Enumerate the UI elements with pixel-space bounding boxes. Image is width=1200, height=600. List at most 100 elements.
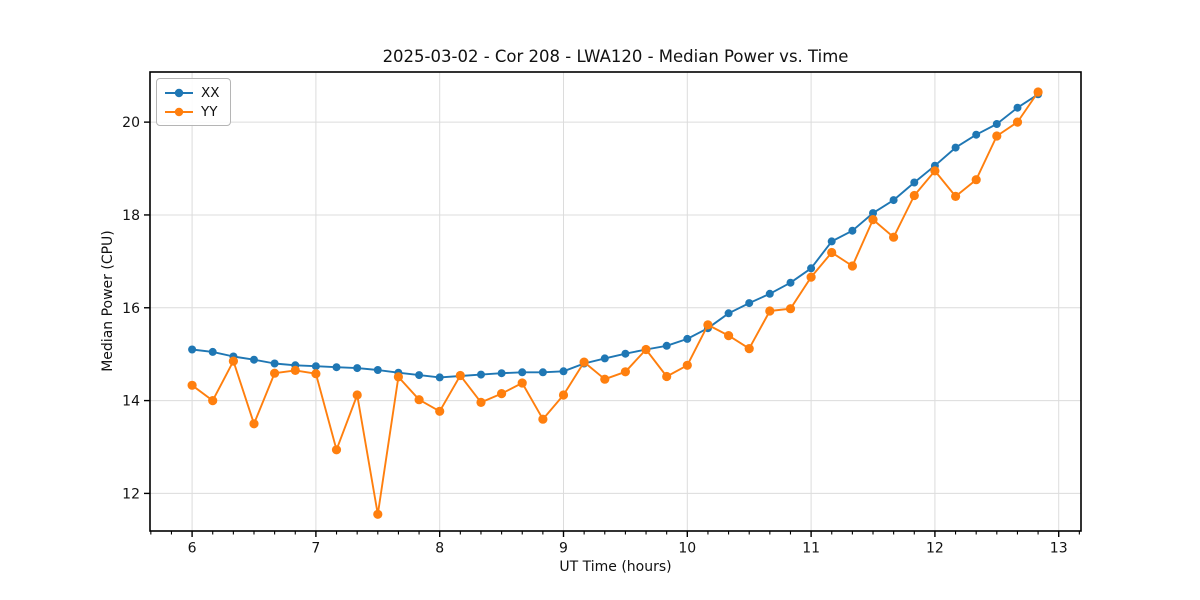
series-xx-marker (992, 120, 1001, 128)
series-yy-marker (930, 166, 940, 176)
legend-item-xx: XX (164, 83, 220, 102)
series-xx-marker (724, 309, 733, 318)
series-yy-marker (497, 389, 507, 399)
legend: XX YY (156, 78, 231, 126)
series-xx-marker (765, 289, 774, 298)
legend-label-yy: YY (201, 103, 218, 120)
x-tick-label: 6 (188, 541, 197, 557)
series-yy-marker (579, 357, 589, 367)
series-yy-marker (290, 365, 300, 375)
series-xx-marker (848, 226, 857, 235)
series-xx-marker (972, 130, 981, 139)
series-yy-marker (331, 445, 342, 455)
series-yy-marker (827, 247, 837, 258)
y-tick-label: 12 (122, 486, 140, 502)
series-xx-marker (208, 347, 217, 356)
x-axis-label: UT Time (hours) (559, 559, 672, 575)
series-xx-marker (415, 371, 424, 380)
series-yy-marker (703, 320, 713, 330)
series-xx-marker (807, 264, 816, 273)
series-xx-marker (188, 345, 197, 354)
series-xx-marker (477, 370, 485, 379)
series-yy-marker (765, 306, 775, 316)
series-yy-line (191, 91, 1040, 516)
series-xx-marker (951, 143, 960, 152)
y-tick-label: 16 (122, 301, 140, 317)
series-yy-marker (517, 378, 527, 388)
series-yy-marker (373, 509, 383, 519)
series-xx-marker (373, 366, 382, 374)
series-yy-marker (435, 406, 445, 416)
series-yy-marker (208, 396, 218, 406)
y-tick-label: 14 (122, 394, 140, 410)
series-xx-marker (559, 367, 568, 376)
series-xx-marker (683, 334, 692, 343)
series-yy-marker (682, 360, 692, 370)
series-xx-marker (311, 362, 320, 371)
series-xx-marker (250, 355, 258, 364)
series-yy-marker (806, 272, 816, 282)
series-xx-marker (786, 278, 795, 287)
series-yy-marker (951, 191, 961, 201)
series-yy-marker (992, 131, 1002, 141)
series-xx-marker (518, 368, 527, 377)
x-tick-label: 11 (802, 541, 820, 557)
series-yy-marker (476, 397, 486, 407)
series-yy-marker (620, 367, 631, 377)
series-xx-marker (621, 349, 630, 358)
series-yy-marker (455, 370, 465, 381)
series-yy-marker (744, 344, 754, 354)
chart-title: 2025-03-02 - Cor 208 - LWA120 - Median P… (382, 47, 849, 66)
x-tick-label: 12 (926, 541, 944, 557)
series-yy-marker (785, 304, 796, 314)
series-xx-marker (869, 209, 877, 218)
series-xx-marker (600, 354, 609, 363)
series-yy-marker (600, 374, 610, 384)
series-yy-marker (270, 368, 280, 378)
series-yy-marker (909, 190, 919, 201)
series-xx-marker (827, 237, 836, 246)
x-tick-label: 9 (559, 541, 568, 557)
series-yy-marker (971, 175, 981, 185)
series-yy-marker (249, 419, 259, 429)
series-xx-marker (497, 369, 506, 378)
series-xx-marker (889, 196, 898, 205)
xx-line-sample-icon (165, 88, 193, 97)
series-xx-marker (910, 178, 919, 187)
y-tick-label: 18 (122, 208, 140, 224)
series-xx-marker (270, 359, 279, 368)
series-yy-marker (393, 372, 403, 382)
y-axis-label: Median Power (CPU) (100, 230, 116, 372)
series-xx-marker (353, 364, 362, 373)
series-yy-marker (889, 232, 899, 242)
series-yy-marker (662, 371, 672, 382)
series-xx-marker (745, 299, 754, 308)
series-yy-marker (228, 356, 238, 366)
series-xx-marker (435, 373, 444, 382)
series-yy-marker (311, 369, 321, 379)
x-tick-label: 7 (311, 541, 320, 557)
series-yy-marker (641, 344, 651, 355)
series-yy-marker (847, 261, 858, 271)
series-yy-marker (1033, 87, 1043, 97)
y-tick-label: 20 (122, 115, 140, 131)
series-xx-marker (538, 368, 547, 377)
series-xx-line (191, 93, 1040, 379)
series-yy-marker (558, 390, 569, 400)
series-yy-marker (1012, 117, 1023, 127)
series-yy-marker (724, 331, 734, 341)
series-yy-marker (538, 414, 548, 424)
series-yy-marker (187, 380, 197, 390)
series-xx-marker (662, 341, 671, 350)
axes-spines (149, 71, 1082, 532)
legend-label-xx: XX (201, 84, 220, 101)
x-tick-label: 8 (435, 541, 444, 557)
yy-line-sample-icon (165, 107, 193, 116)
x-tick-label: 10 (678, 541, 696, 557)
series-xx-marker (332, 363, 341, 372)
series-yy-marker (414, 395, 424, 405)
series-yy-marker (868, 215, 878, 225)
series-yy-marker (352, 390, 362, 400)
